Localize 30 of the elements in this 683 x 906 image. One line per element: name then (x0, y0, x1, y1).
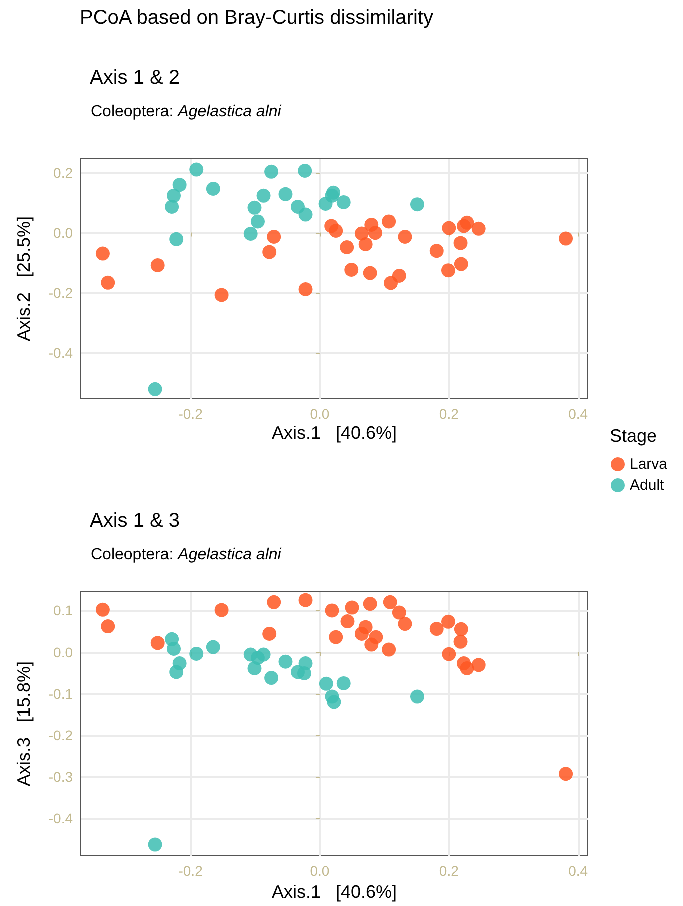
y-tick-label: -0.2 (48, 284, 74, 301)
x-tick-label: 0.0 (310, 406, 330, 422)
y-axis-title: Axis.2 [25.5%] (14, 216, 34, 342)
legend-label: Adult (630, 477, 666, 494)
y-tick-label: 0.2 (54, 164, 74, 181)
x-tick-label: 0.4 (568, 406, 588, 422)
y-tick-label: -0.4 (48, 344, 74, 361)
y-axis-title: Axis.3 [15.8%] (14, 661, 34, 787)
x-axis-title: Axis.1 [40.6%] (272, 423, 398, 443)
y-tick-label: -0.4 (48, 810, 74, 827)
chart-subtitle: Coleoptera: Agelastica alni (91, 546, 282, 564)
legend-title: Stage (610, 426, 658, 446)
y-tick-label: -0.2 (48, 727, 74, 744)
y-tick-label: -0.3 (48, 769, 74, 786)
chart-subtitle: Coleoptera: Agelastica alni (91, 104, 282, 120)
chart-title: Axis 1 & 3 (90, 510, 180, 532)
x-tick-label: 0.4 (568, 863, 588, 879)
x-tick-label: 0.2 (439, 406, 460, 422)
text: PCoA based on Bray-Curtis dissimilarity (80, 7, 434, 29)
x-tick-label: -0.2 (178, 863, 204, 879)
y-tick-label: 0.1 (54, 602, 74, 619)
x-axis-title: Axis.1 [40.6%] (272, 882, 398, 902)
legend-label: Larva (630, 456, 668, 473)
y-tick-label: 0.0 (54, 224, 74, 241)
y-tick-label: -0.1 (48, 686, 74, 702)
y-tick-label: 0.0 (54, 644, 74, 660)
chart-title: Axis 1 & 2 (90, 67, 180, 89)
x-tick-label: 0.2 (439, 863, 460, 879)
x-tick-label: 0.0 (310, 863, 330, 879)
x-tick-label: -0.2 (178, 406, 204, 422)
